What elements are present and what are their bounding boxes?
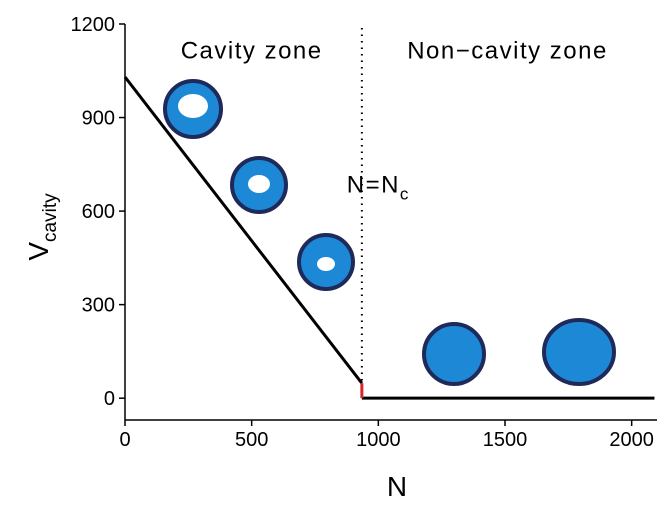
y-tick-label: 900 (82, 108, 115, 130)
x-tick-label: 500 (235, 429, 268, 451)
y-label-main: V (23, 242, 54, 261)
annotation: Non−cavity zone (407, 37, 608, 64)
annotation-text: N=N (347, 171, 400, 198)
annotation-sub: c (400, 184, 410, 203)
circle-icons (163, 79, 616, 386)
solid-icon (422, 322, 486, 386)
x-tick-label: 0 (119, 429, 130, 451)
y-tick-label: 0 (104, 388, 115, 410)
y-label-sub: cavity (40, 193, 61, 242)
y-tick-label: 600 (82, 201, 115, 223)
x-tick-label: 1500 (483, 429, 528, 451)
annotation-text: Non−cavity zone (407, 37, 608, 64)
x-tick-label: 1000 (356, 429, 401, 451)
cavity-hole (178, 94, 208, 118)
annotation: N=Nc (347, 171, 410, 203)
x-tick-label: 2000 (609, 429, 654, 451)
y-tick-label: 1200 (71, 14, 116, 36)
annotation: Cavity zone (181, 37, 323, 64)
series-line (123, 76, 364, 385)
y-axis-label: Vcavity (23, 193, 61, 261)
cavity-hole (248, 175, 270, 193)
annotation-text: Cavity zone (181, 37, 323, 64)
cavity-hole (317, 257, 335, 271)
x-axis-label: N (387, 471, 407, 502)
solid-icon (542, 318, 616, 386)
y-tick-label: 300 (82, 295, 115, 317)
